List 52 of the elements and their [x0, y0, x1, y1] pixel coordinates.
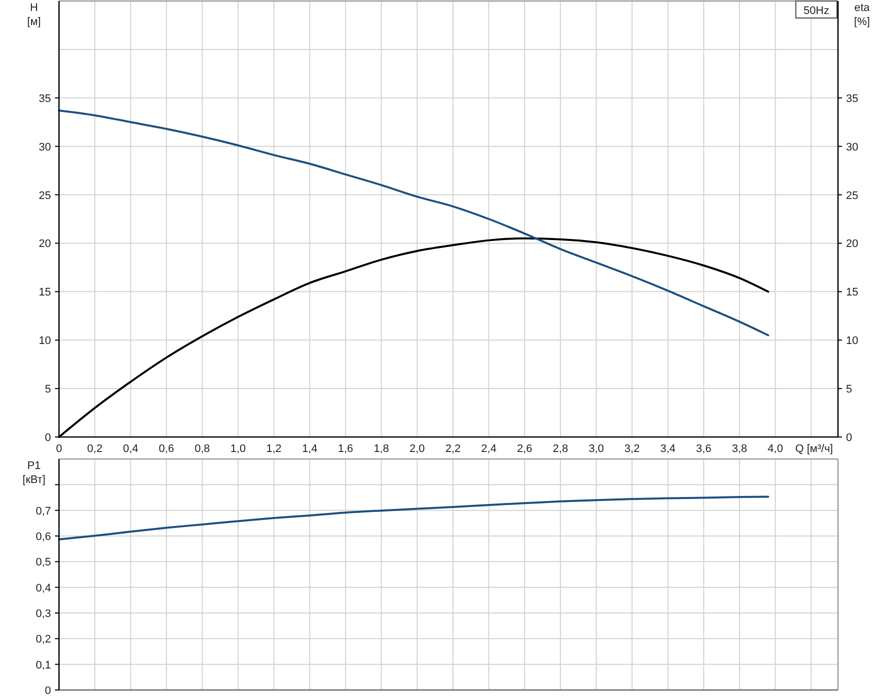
x-tick-label: 1,8: [374, 443, 389, 455]
x-tick-label: 3,2: [624, 443, 640, 455]
y-tick-label: 15: [38, 286, 51, 299]
y-tick-label: 0,3: [36, 608, 51, 620]
x-tick-label: 0,4: [122, 443, 138, 455]
x-tick-label: 3,0: [588, 443, 604, 455]
y2-tick-label: 0: [846, 432, 852, 444]
y-axis-title: P1 [кВт]: [22, 460, 46, 486]
line-series: [58, 109, 770, 336]
x-tick-label: 0: [56, 443, 62, 455]
y2-tick-label: 30: [846, 141, 858, 154]
annotation: 50Hz: [804, 5, 830, 17]
y2-tick-label: 10: [846, 335, 858, 348]
y2-tick-label: 25: [846, 190, 858, 202]
x-tick-label: 2,0: [410, 443, 425, 455]
x-tick-label: 3,4: [660, 443, 676, 455]
x-tick-label: 0,6: [158, 443, 174, 455]
y-tick-label: 0: [44, 685, 51, 697]
y2-tick-label: 15: [846, 286, 858, 299]
x-tick-label: 0,8: [194, 443, 210, 455]
y2-tick-label: 20: [846, 238, 858, 250]
y-tick-label: 0: [44, 432, 51, 444]
y-tick-label: 25: [38, 190, 51, 202]
x-axis-title: Q [м³/ч]: [795, 443, 833, 455]
x-tick-label: 1,0: [230, 443, 246, 455]
x-tick-label: 2,8: [552, 443, 568, 455]
y-tick-label: 10: [38, 335, 51, 348]
line-series: [58, 496, 770, 540]
x-tick-label: 0,2: [87, 443, 102, 455]
x-tick-label: 3,8: [732, 443, 748, 455]
y-axis-title: H [м]: [27, 2, 41, 28]
y2-tick-label: 35: [846, 92, 858, 105]
y-tick-label: 20: [38, 238, 51, 250]
x-tick-label: 1,2: [266, 443, 282, 455]
y-tick-label: 0,4: [36, 582, 51, 594]
y-tick-label: 5: [44, 384, 51, 396]
y-tick-label: 0,7: [36, 505, 51, 518]
y-tick-label: 30: [38, 141, 51, 154]
y-tick-label: 0,1: [36, 659, 51, 672]
x-tick-label: 2,6: [516, 443, 532, 455]
x-tick-label: 1,4: [302, 443, 318, 455]
x-tick-label: 1,6: [338, 443, 354, 455]
x-tick-label: 3,6: [696, 443, 712, 455]
y-tick-label: 0,6: [36, 531, 51, 543]
x-tick-label: 4,0: [768, 443, 783, 455]
y-tick-label: 35: [38, 92, 51, 105]
y2-axis-title: eta [%]: [854, 2, 871, 28]
y2-tick-label: 5: [846, 384, 852, 396]
y-tick-label: 0,5: [36, 556, 51, 569]
x-tick-label: 2,4: [481, 443, 496, 455]
y-tick-label: 0,2: [36, 634, 51, 646]
x-tick-label: 2,2: [445, 443, 461, 455]
